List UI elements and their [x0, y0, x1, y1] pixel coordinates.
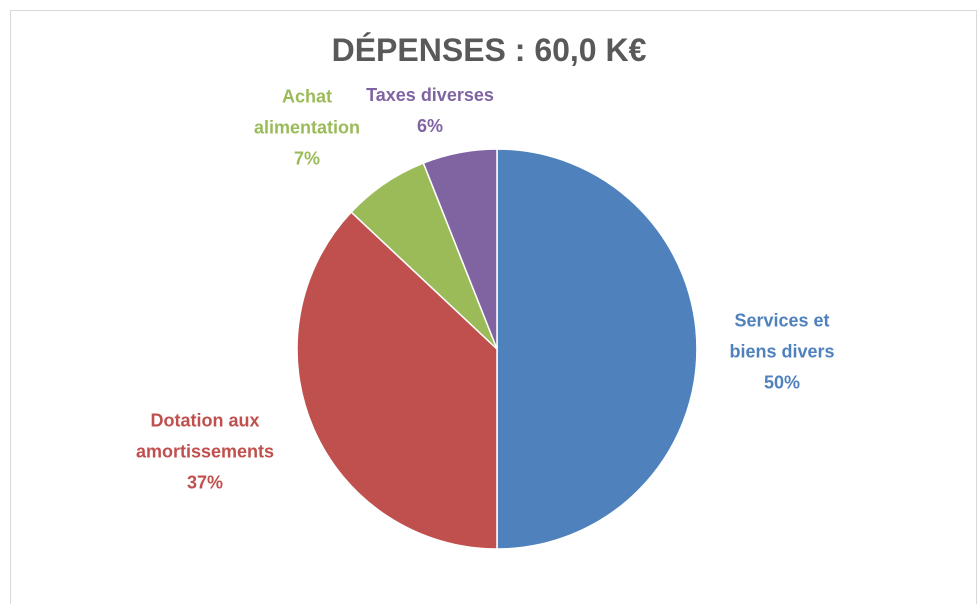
percent-label: 7% — [293, 148, 320, 169]
pie-slice — [296, 211, 498, 550]
data-label: Taxes diverses 6% — [340, 80, 520, 142]
chart-title: DÉPENSES : 60,0 K€ — [331, 32, 647, 68]
category-label: Dotation aux amortissements — [135, 410, 275, 462]
percent-label: 50% — [763, 372, 801, 393]
data-label: Dotation aux amortissements 37% — [110, 406, 300, 499]
category-label: Achat alimentation — [253, 86, 360, 138]
percent-label: 6% — [416, 116, 443, 136]
data-label: Achat alimentation 7% — [237, 82, 377, 175]
pie-slice — [422, 148, 498, 350]
percent-label: 37% — [186, 472, 224, 493]
category-label: Services et biens divers — [729, 310, 835, 362]
pie-slice — [496, 148, 698, 550]
data-label: Services et biens divers 50% — [717, 306, 847, 399]
category-label: Taxes diverses — [366, 85, 494, 105]
